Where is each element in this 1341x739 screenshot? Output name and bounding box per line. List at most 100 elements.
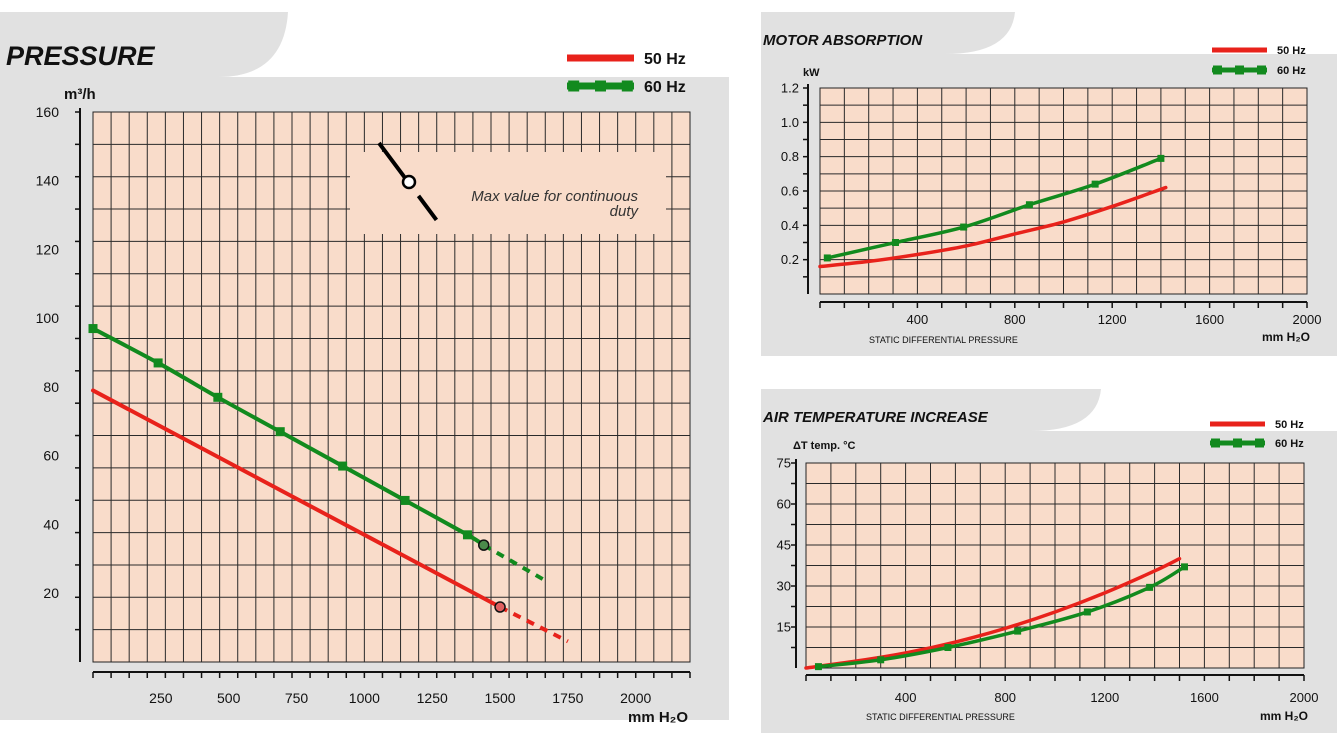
data-point [400, 495, 410, 505]
x-tick-label: 2000 [1290, 690, 1319, 705]
y-tick-label: 60 [43, 448, 59, 464]
legend-marker [1235, 65, 1244, 75]
data-point [1180, 563, 1188, 571]
legend-entry: 50 Hz [1212, 45, 1306, 57]
x-tick-label: 2000 [620, 690, 651, 706]
x-tick-label: 500 [217, 690, 241, 706]
legend-marker [1213, 65, 1222, 75]
axes [75, 108, 691, 678]
data-point [88, 324, 98, 334]
series-line [818, 185, 1168, 269]
x-tick-label: 2000 [1293, 312, 1322, 327]
y-tick-label: 15 [777, 620, 791, 635]
annotation-background [350, 152, 666, 234]
x-tick-label: 1250 [417, 690, 448, 706]
y-tick-label: 0.4 [781, 218, 799, 233]
legend-entry: 50 Hz [567, 51, 686, 68]
x-tick-label: 1200 [1098, 312, 1127, 327]
y-tick-label: 140 [36, 173, 60, 189]
x-tick-label: 1600 [1195, 312, 1224, 327]
y-tick-label: 1.0 [781, 115, 799, 130]
legend-label: 50 Hz [1275, 419, 1304, 431]
series-line [91, 326, 486, 548]
x-tick-label: 250 [149, 690, 173, 706]
y-tick-label: 120 [36, 241, 60, 257]
x-tick-label: 1200 [1090, 690, 1119, 705]
series-extension-dashed [482, 543, 545, 582]
chart-title: MOTOR ABSORPTION [763, 32, 923, 49]
series-60-hz [88, 324, 545, 582]
legend-marker [1211, 438, 1220, 448]
chart-subtitle: STATIC DIFFERENTIAL PRESSURE [869, 335, 1018, 345]
series-line [91, 388, 503, 609]
legend-label: 60 Hz [1275, 438, 1304, 450]
y-tick-label: 30 [777, 579, 791, 594]
data-point [1091, 180, 1099, 188]
y-tick-label: 45 [777, 538, 791, 553]
panel-tab-cutout [945, 12, 1337, 54]
data-point [891, 239, 899, 246]
data-point [944, 644, 952, 651]
x-axis-label: mm H₂O [628, 709, 688, 726]
data-point [1157, 154, 1165, 162]
series-line [804, 556, 1182, 670]
max-duty-point [494, 601, 506, 613]
series-50-hz [804, 556, 1182, 670]
x-tick-label: 400 [907, 312, 929, 327]
x-axis-label: mm H₂O [1260, 709, 1308, 723]
y-tick-label: 0.2 [781, 252, 799, 267]
data-point [462, 530, 472, 540]
data-point [1025, 201, 1033, 209]
legend-entry: 50 Hz [1210, 419, 1304, 431]
y-tick-label: 60 [777, 497, 791, 512]
series-60-hz [814, 563, 1188, 671]
y-tick-label: 40 [43, 516, 59, 532]
y-tick-label: 0.8 [781, 149, 799, 164]
x-tick-label: 1750 [552, 690, 583, 706]
x-tick-label: 800 [1004, 312, 1026, 327]
x-tick-label: 750 [285, 690, 309, 706]
x-tick-label: 1000 [349, 690, 380, 706]
data-point [960, 223, 968, 231]
data-point [823, 254, 831, 262]
data-point [338, 461, 348, 471]
series-extension-dashed [499, 605, 569, 644]
y-axis-label: kW [803, 67, 820, 79]
annotation-symbol-circle [401, 174, 417, 190]
legend-marker [1255, 438, 1264, 448]
data-point [1083, 608, 1091, 616]
x-tick-label: 400 [895, 690, 917, 705]
data-point [814, 663, 822, 671]
series-line [825, 156, 1163, 260]
panel-tab-cutout [1031, 389, 1337, 431]
data-point [1014, 627, 1022, 635]
y-tick-label: 100 [36, 310, 60, 326]
legend-marker [568, 80, 580, 92]
legend-label: 50 Hz [1277, 45, 1306, 57]
grid [820, 88, 1307, 294]
legend-marker [595, 80, 606, 92]
chart-motor: MOTOR ABSORPTION 0.2 0.4 0.6 0.8 1.0 1.2 400 800… [761, 12, 1337, 356]
max-duty-point [478, 539, 490, 551]
legend-label: 50 Hz [644, 51, 686, 68]
chart-subtitle: STATIC DIFFERENTIAL PRESSURE [866, 712, 1015, 722]
y-tick-label: 80 [43, 379, 59, 395]
axes [791, 459, 1305, 681]
legend-marker [1257, 65, 1266, 75]
y-tick-label: 0.6 [781, 184, 799, 199]
data-point [153, 358, 163, 368]
y-tick-label: 160 [36, 104, 60, 120]
legend-label: 60 Hz [644, 79, 686, 96]
legend-label: 60 Hz [1277, 65, 1306, 77]
y-axis-label: m³/h [64, 86, 96, 103]
legend-marker [621, 80, 633, 92]
y-tick-label: 20 [43, 585, 59, 601]
axes [803, 84, 1308, 308]
x-tick-label: 1500 [484, 690, 515, 706]
data-point [1146, 583, 1154, 591]
grid [806, 463, 1304, 668]
legend-marker [1233, 438, 1242, 448]
chart-airtemp: AIR TEMPERATURE INCREASE 15 30 45 60 75 400 800… [761, 389, 1337, 733]
